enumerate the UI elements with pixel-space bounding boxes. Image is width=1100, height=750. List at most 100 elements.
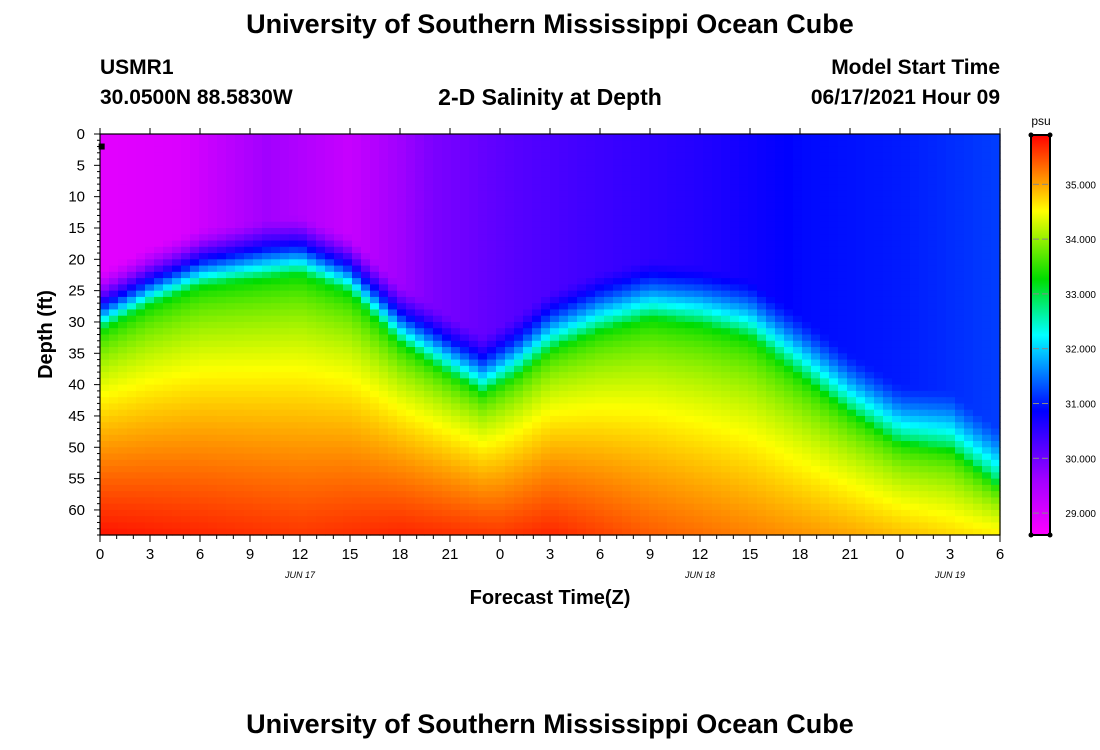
heatmap-cell	[307, 171, 317, 179]
heatmap-cell	[703, 315, 713, 323]
heatmap-cell	[685, 315, 695, 323]
heatmap-cell	[442, 353, 452, 361]
heatmap-cell	[541, 334, 551, 342]
heatmap-cell	[793, 447, 803, 455]
heatmap-cell	[253, 171, 263, 179]
heatmap-cell	[118, 140, 128, 148]
heatmap-cell	[118, 334, 128, 342]
heatmap-cell	[361, 390, 371, 398]
heatmap-cell	[532, 240, 542, 248]
heatmap-cell	[685, 227, 695, 235]
heatmap-cell	[280, 321, 290, 329]
heatmap-cell	[487, 484, 497, 492]
heatmap-cell	[127, 315, 137, 323]
heatmap-cell	[460, 503, 470, 511]
heatmap-cell	[127, 478, 137, 486]
heatmap-cell	[145, 359, 155, 367]
heatmap-cell	[334, 409, 344, 417]
heatmap-cell	[217, 209, 227, 217]
heatmap-cell	[586, 365, 596, 373]
heatmap-cell	[343, 365, 353, 373]
heatmap-cell	[307, 459, 317, 467]
heatmap-cell	[451, 472, 461, 480]
heatmap-cell	[730, 303, 740, 311]
heatmap-cell	[640, 184, 650, 191]
heatmap-cell	[478, 397, 488, 405]
heatmap-cell	[703, 259, 713, 267]
heatmap-cell	[163, 309, 173, 317]
heatmap-cell	[271, 516, 281, 524]
heatmap-cell	[676, 202, 686, 210]
heatmap-cell	[289, 478, 299, 486]
heatmap-cell	[784, 428, 794, 436]
heatmap-cell	[550, 190, 560, 198]
heatmap-cell	[109, 434, 119, 442]
heatmap-cell	[469, 491, 479, 499]
heatmap-cell	[406, 315, 416, 323]
heatmap-cell	[100, 509, 110, 517]
heatmap-cell	[568, 321, 578, 329]
heatmap-cell	[415, 309, 425, 317]
heatmap-cell	[343, 259, 353, 267]
heatmap-cell	[190, 472, 200, 480]
heatmap-cell	[109, 284, 119, 292]
heatmap-cell	[676, 165, 686, 173]
heatmap-cell	[136, 472, 146, 480]
heatmap-cell	[406, 265, 416, 273]
heatmap-cell	[649, 384, 659, 392]
heatmap-cell	[298, 146, 308, 154]
heatmap-cell	[586, 284, 596, 292]
heatmap-cell	[712, 259, 722, 267]
heatmap-cell	[163, 478, 173, 486]
heatmap-cell	[577, 497, 587, 505]
heatmap-cell	[748, 221, 758, 229]
heatmap-cell	[352, 152, 362, 160]
heatmap-cell	[271, 278, 281, 285]
heatmap-cell	[145, 202, 155, 210]
heatmap-cell	[190, 165, 200, 173]
heatmap-cell	[334, 296, 344, 304]
heatmap-cell	[370, 384, 380, 392]
heatmap-cell	[316, 134, 326, 141]
heatmap-cell	[667, 403, 677, 411]
heatmap-cell	[532, 328, 542, 336]
heatmap-cell	[217, 459, 227, 467]
heatmap-cell	[577, 234, 587, 242]
heatmap-cell	[280, 165, 290, 173]
heatmap-cell	[208, 290, 218, 298]
heatmap-cell	[595, 265, 605, 273]
heatmap-cell	[127, 215, 137, 223]
heatmap-cell	[568, 390, 578, 398]
heatmap-cell	[316, 227, 326, 235]
heatmap-cell	[307, 359, 317, 367]
heatmap-cell	[343, 422, 353, 430]
heatmap-cell	[478, 441, 488, 448]
heatmap-cell	[226, 372, 236, 379]
heatmap-cell	[613, 134, 623, 141]
heatmap-cell	[406, 278, 416, 285]
heatmap-cell	[649, 434, 659, 442]
heatmap-cell	[766, 309, 776, 317]
heatmap-cell	[496, 184, 506, 191]
heatmap-cell	[658, 184, 668, 191]
heatmap-cell	[289, 365, 299, 373]
heatmap-cell	[451, 359, 461, 367]
heatmap-cell	[352, 491, 362, 499]
heatmap-cell	[253, 165, 263, 173]
heatmap-cell	[298, 240, 308, 248]
heatmap-cell	[298, 340, 308, 348]
heatmap-cell	[370, 196, 380, 204]
heatmap-cell	[577, 466, 587, 473]
heatmap-cell	[559, 491, 569, 499]
heatmap-cell	[514, 422, 524, 430]
heatmap-cell	[694, 284, 704, 292]
heatmap-cell	[649, 321, 659, 329]
heatmap-cell	[469, 234, 479, 242]
heatmap-cell	[361, 466, 371, 473]
heatmap-cell	[784, 359, 794, 367]
heatmap-cell	[766, 347, 776, 354]
heatmap-cell	[676, 522, 686, 530]
heatmap-cell	[415, 152, 425, 160]
heatmap-cell	[631, 196, 641, 204]
heatmap-cell	[244, 321, 254, 329]
